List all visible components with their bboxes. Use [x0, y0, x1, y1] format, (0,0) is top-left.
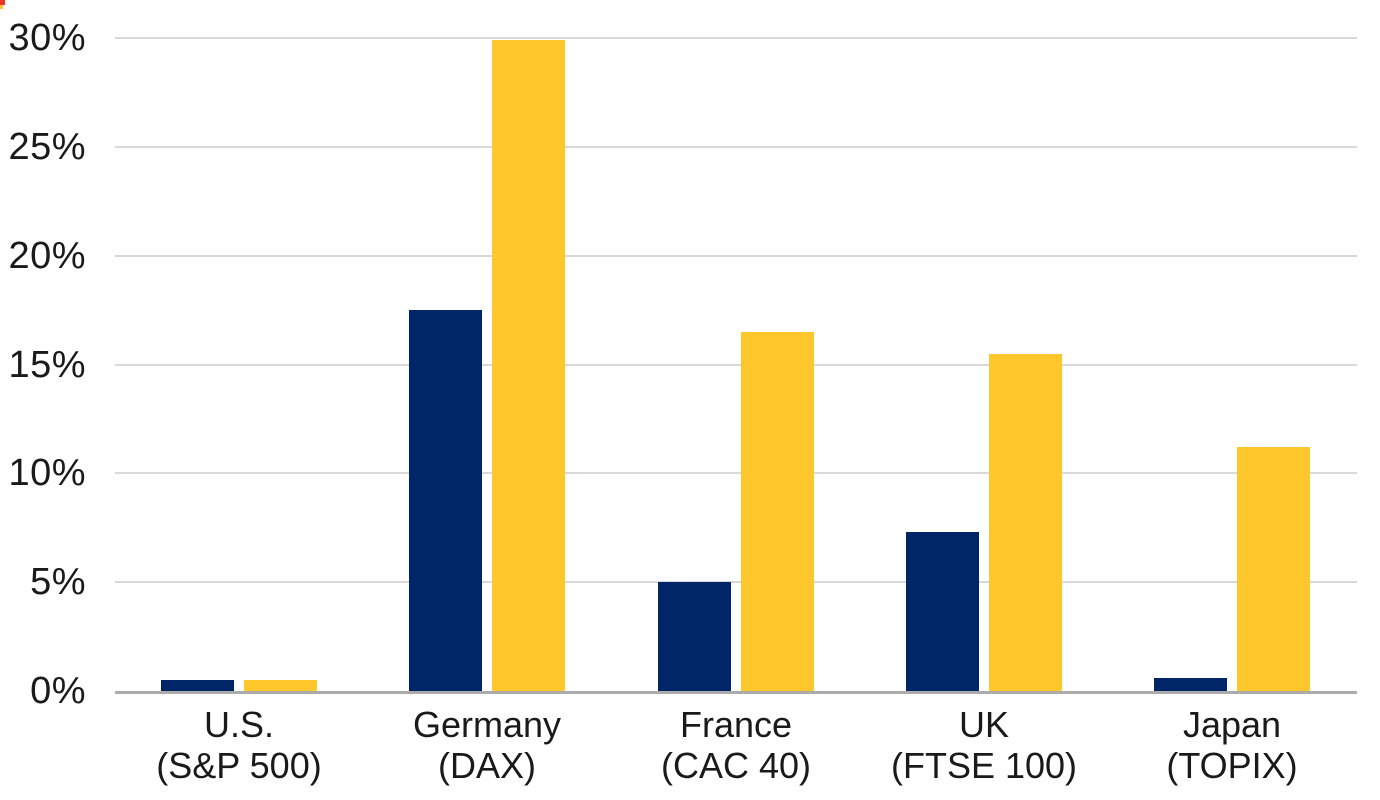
category-label-line2: (S&P 500)	[156, 745, 322, 786]
category-label-line1: U.S.	[203, 704, 274, 745]
y-tick-label-25pct: 25%	[8, 126, 86, 168]
category-label-line2: (CAC 40)	[660, 745, 812, 786]
category-label-line1: UK	[958, 704, 1009, 745]
bar-france-navy	[658, 582, 731, 691]
category-label-uk: UK (FTSE 100)	[814, 704, 1154, 786]
corner-artifact-red	[0, 0, 5, 5]
category-label-line2: (DAX)	[438, 745, 536, 786]
category-label-line1: Germany	[412, 704, 562, 745]
gridline-5pct	[115, 581, 1357, 583]
bar-france-gold	[741, 332, 814, 691]
category-label-line2: (FTSE 100)	[890, 745, 1078, 786]
gridline-30pct	[115, 37, 1357, 39]
gridline-25pct	[115, 146, 1357, 148]
corner-artifact-yellow	[0, 5, 3, 9]
bar-us-navy	[161, 680, 234, 691]
bar-germany-navy	[409, 310, 482, 691]
y-tick-label-30pct: 30%	[8, 17, 86, 59]
category-label-germany: Germany (DAX)	[317, 704, 657, 786]
category-label-france: France (CAC 40)	[566, 704, 906, 786]
x-axis-baseline	[115, 691, 1357, 694]
category-label-line1: France	[679, 704, 793, 745]
category-label-japan: Japan (TOPIX)	[1062, 704, 1380, 786]
gridline-10pct	[115, 472, 1357, 474]
category-label-us: U.S. (S&P 500)	[69, 704, 409, 786]
y-tick-label-15pct: 15%	[8, 344, 86, 386]
category-label-line2: (TOPIX)	[1166, 745, 1298, 786]
category-label-line1: Japan	[1182, 704, 1282, 745]
bar-germany-gold	[492, 40, 565, 691]
bar-japan-gold	[1237, 447, 1310, 691]
y-tick-label-20pct: 20%	[8, 235, 86, 277]
y-tick-label-5pct: 5%	[30, 561, 86, 603]
gridline-20pct	[115, 255, 1357, 257]
y-tick-label-10pct: 10%	[8, 452, 86, 494]
y-tick-label-0pct: 0%	[30, 670, 86, 712]
bar-japan-navy	[1154, 678, 1227, 691]
bar-uk-gold	[989, 354, 1062, 691]
bar-us-gold	[244, 680, 317, 691]
bar-uk-navy	[906, 532, 979, 691]
gridline-15pct	[115, 364, 1357, 366]
